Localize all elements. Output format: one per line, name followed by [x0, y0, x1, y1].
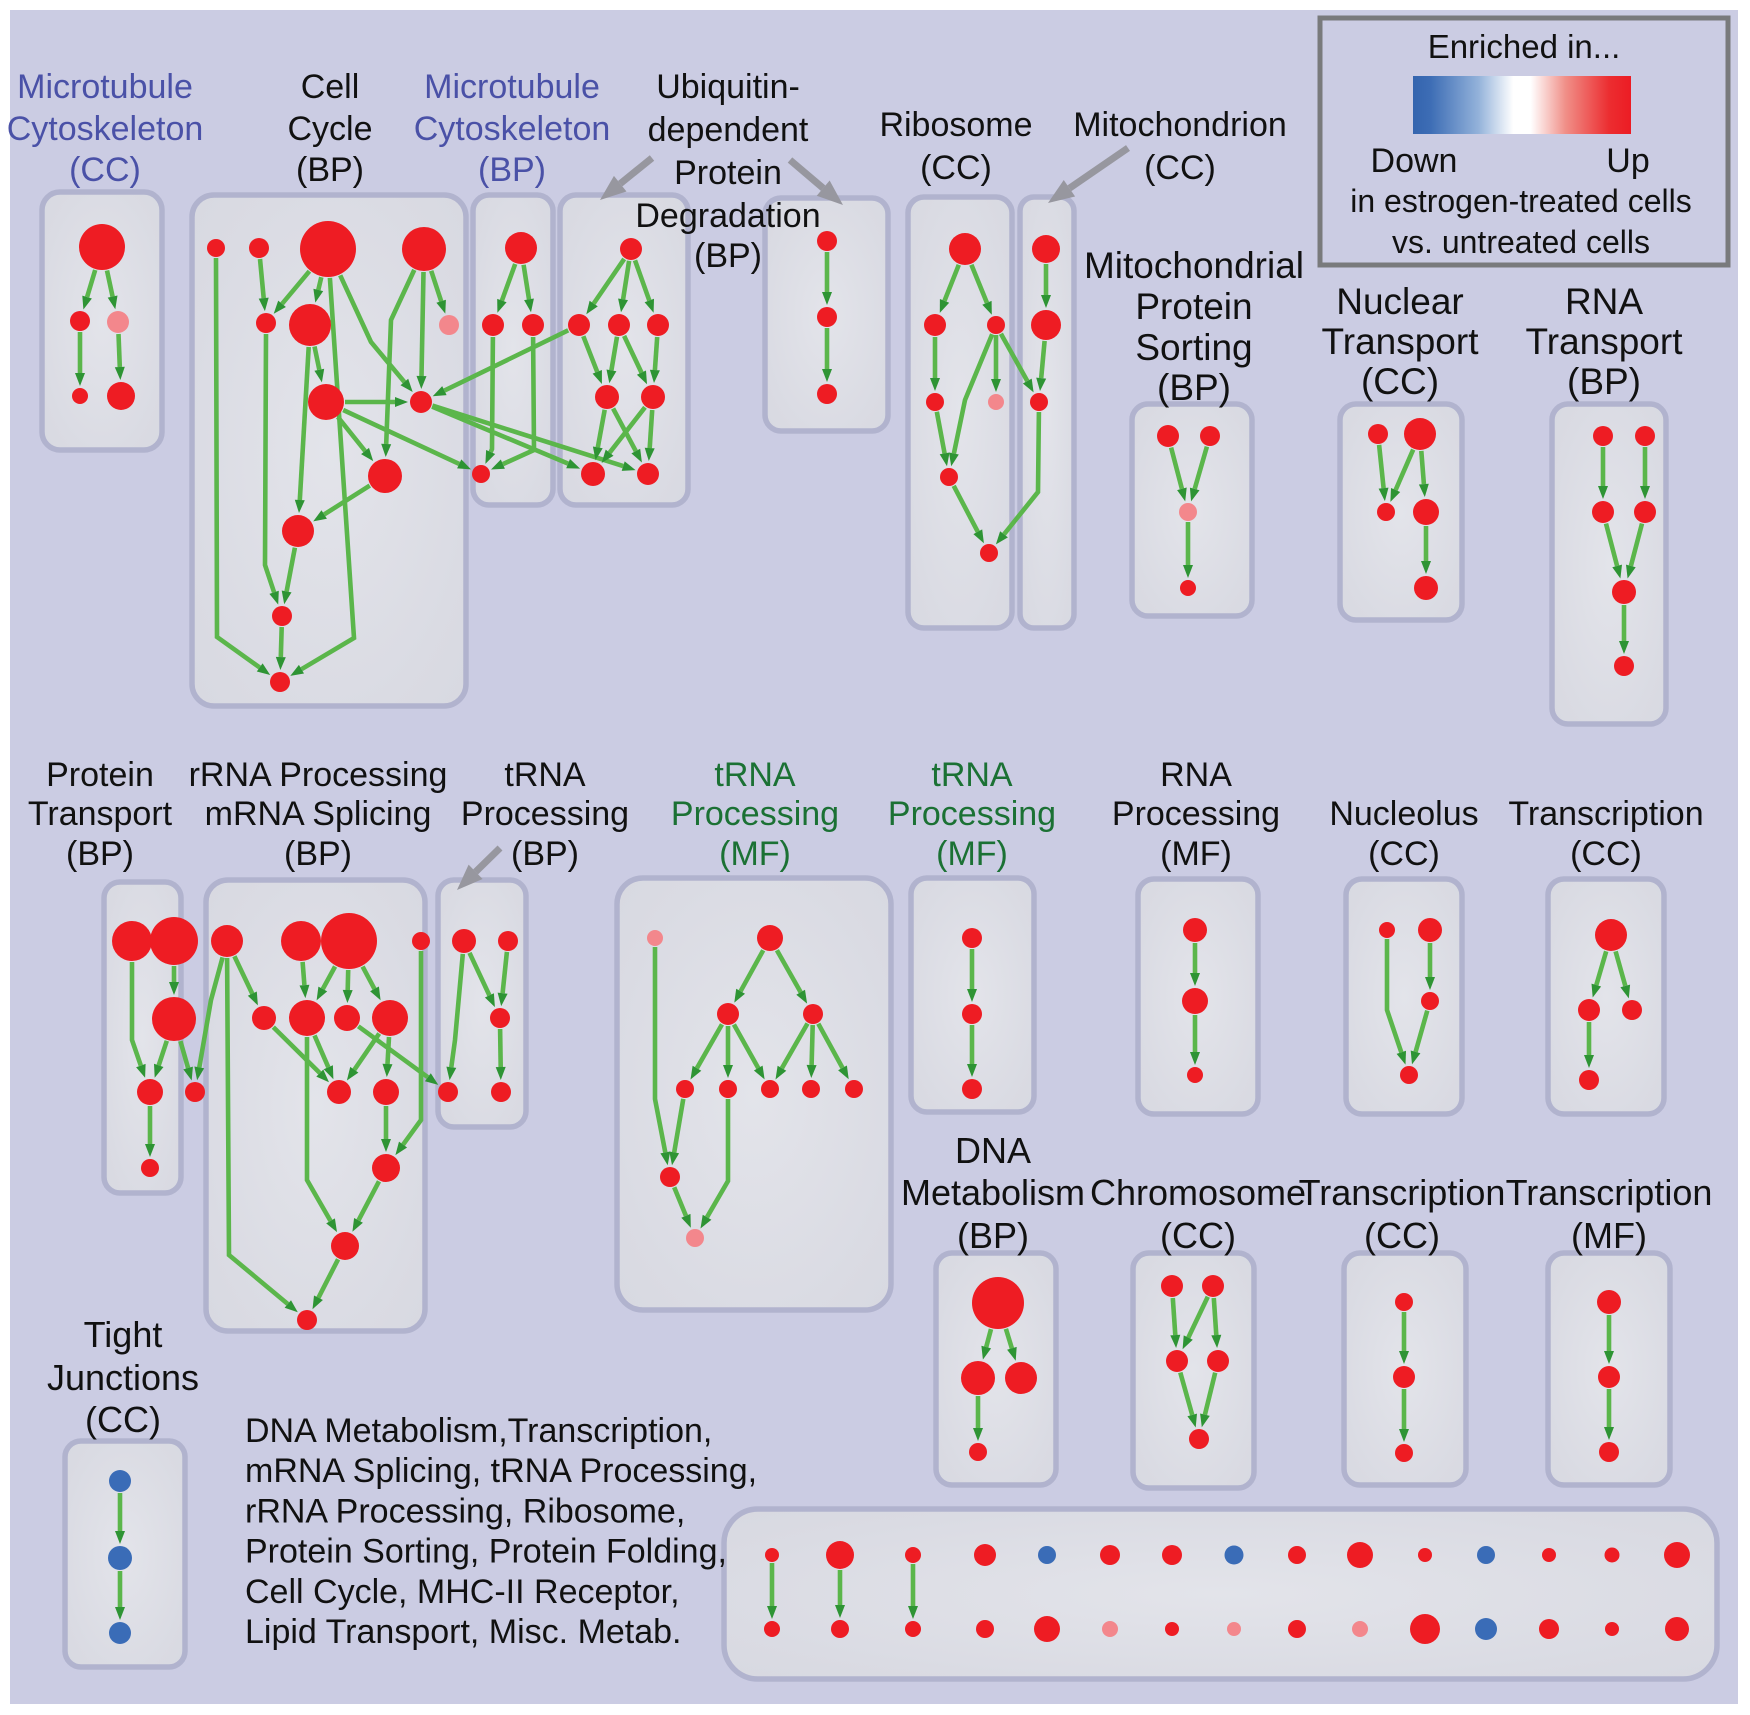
svg-text:Nuclear: Nuclear — [1336, 281, 1464, 322]
svg-text:Mitochondrial: Mitochondrial — [1084, 245, 1304, 286]
svg-text:Processing: Processing — [671, 795, 839, 833]
svg-text:tRNA: tRNA — [931, 756, 1013, 794]
svg-text:Degradation: Degradation — [635, 197, 820, 235]
svg-text:(CC): (CC) — [1160, 1215, 1236, 1256]
svg-text:Lipid Transport, Misc. Metab.: Lipid Transport, Misc. Metab. — [245, 1613, 682, 1651]
svg-text:Nucleolus: Nucleolus — [1329, 795, 1478, 833]
svg-text:mRNA Splicing, tRNA Processing: mRNA Splicing, tRNA Processing, — [245, 1452, 757, 1490]
svg-text:rRNA Processing: rRNA Processing — [189, 756, 448, 794]
svg-text:(CC): (CC) — [1368, 835, 1440, 873]
svg-text:Sorting: Sorting — [1135, 327, 1252, 368]
svg-text:Cytoskeleton: Cytoskeleton — [7, 110, 204, 148]
svg-text:mRNA Splicing: mRNA Splicing — [205, 795, 432, 833]
svg-text:Junctions: Junctions — [47, 1357, 199, 1398]
svg-text:Down: Down — [1371, 142, 1458, 180]
svg-text:Cell Cycle, MHC-II Receptor,: Cell Cycle, MHC-II Receptor, — [245, 1573, 680, 1611]
svg-text:Protein: Protein — [1135, 286, 1252, 327]
svg-text:tRNA: tRNA — [504, 756, 586, 794]
svg-text:(BP): (BP) — [296, 151, 364, 189]
svg-text:(CC): (CC) — [69, 151, 141, 189]
svg-text:vs. untreated cells: vs. untreated cells — [1392, 224, 1650, 260]
svg-text:Transcription: Transcription — [1508, 795, 1703, 833]
svg-text:Transport: Transport — [1322, 321, 1480, 362]
svg-text:Transport: Transport — [28, 795, 173, 833]
svg-text:(MF): (MF) — [719, 835, 791, 873]
svg-text:(MF): (MF) — [936, 835, 1008, 873]
svg-text:DNA Metabolism,Transcription,: DNA Metabolism,Transcription, — [245, 1412, 712, 1450]
svg-text:dependent: dependent — [648, 111, 809, 149]
svg-text:Transcription: Transcription — [1299, 1172, 1506, 1213]
svg-text:(CC): (CC) — [85, 1399, 161, 1440]
svg-text:(CC): (CC) — [1570, 835, 1642, 873]
svg-text:Ubiquitin-: Ubiquitin- — [656, 68, 800, 106]
svg-text:(BP): (BP) — [694, 237, 762, 275]
svg-text:(CC): (CC) — [1361, 361, 1439, 402]
svg-text:tRNA: tRNA — [714, 756, 796, 794]
svg-text:Up: Up — [1606, 142, 1649, 180]
svg-text:in estrogen-treated cells: in estrogen-treated cells — [1350, 183, 1692, 219]
svg-text:RNA: RNA — [1160, 756, 1232, 794]
svg-text:Transcription: Transcription — [1506, 1172, 1713, 1213]
svg-text:Transport: Transport — [1526, 321, 1684, 362]
svg-text:rRNA Processing, Ribosome,: rRNA Processing, Ribosome, — [245, 1492, 685, 1530]
svg-text:Protein: Protein — [674, 154, 782, 192]
svg-text:(MF): (MF) — [1571, 1215, 1647, 1256]
svg-text:Processing: Processing — [888, 795, 1056, 833]
svg-text:RNA: RNA — [1565, 281, 1643, 322]
svg-text:Microtubule: Microtubule — [17, 68, 193, 106]
svg-text:Processing: Processing — [461, 795, 629, 833]
svg-text:Cycle: Cycle — [287, 110, 372, 148]
svg-text:Ribosome: Ribosome — [879, 106, 1032, 144]
svg-text:(MF): (MF) — [1160, 835, 1232, 873]
svg-text:Tight: Tight — [84, 1314, 163, 1355]
svg-text:Enriched in...: Enriched in... — [1428, 28, 1621, 65]
svg-text:Metabolism: Metabolism — [901, 1172, 1085, 1213]
svg-text:Chromosome: Chromosome — [1090, 1172, 1306, 1213]
svg-text:(BP): (BP) — [284, 835, 352, 873]
svg-text:(BP): (BP) — [66, 835, 134, 873]
svg-text:(BP): (BP) — [1157, 367, 1231, 408]
svg-text:(CC): (CC) — [1144, 149, 1216, 187]
svg-text:Microtubule: Microtubule — [424, 68, 600, 106]
svg-text:Protein: Protein — [46, 756, 154, 794]
svg-text:(BP): (BP) — [478, 151, 546, 189]
svg-text:(CC): (CC) — [1364, 1215, 1440, 1256]
svg-text:Cytoskeleton: Cytoskeleton — [414, 110, 611, 148]
svg-text:(CC): (CC) — [920, 149, 992, 187]
svg-text:Mitochondrion: Mitochondrion — [1073, 106, 1287, 144]
svg-text:(BP): (BP) — [957, 1215, 1029, 1256]
svg-text:Protein Sorting, Protein Foldi: Protein Sorting, Protein Folding, — [245, 1533, 727, 1571]
svg-text:Processing: Processing — [1112, 795, 1280, 833]
svg-text:Cell: Cell — [301, 68, 360, 106]
svg-text:DNA: DNA — [955, 1130, 1031, 1171]
svg-text:(BP): (BP) — [1567, 361, 1641, 402]
svg-text:(BP): (BP) — [511, 835, 579, 873]
